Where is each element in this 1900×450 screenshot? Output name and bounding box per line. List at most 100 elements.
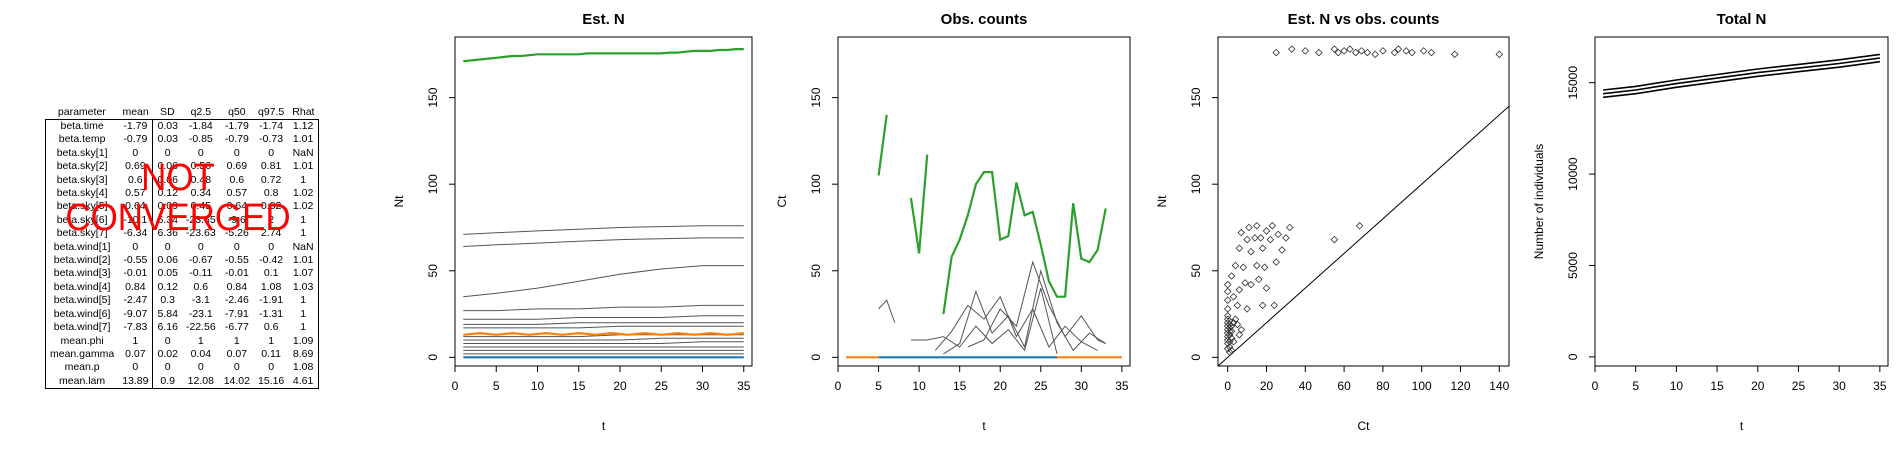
column-header: q50 (228, 106, 246, 118)
table-cell: 0 (164, 334, 171, 347)
scatter-point (1274, 230, 1282, 239)
table-cell: -1.31 (259, 307, 284, 320)
table-cell: -0.55 (118, 254, 154, 268)
x-tick-label: 30 (1075, 379, 1089, 393)
x-tick-label: 25 (1034, 379, 1048, 393)
scatter-point (1247, 247, 1255, 256)
scatter-point (1330, 235, 1339, 244)
y-axis-label: Nt (392, 195, 406, 208)
scatter-point (1270, 301, 1279, 310)
scatter-point (1227, 322, 1236, 330)
column-header: q2.5 (190, 106, 212, 118)
y-tick-label: 0 (1189, 354, 1203, 361)
table-cell: -0.79 (224, 133, 249, 146)
scatter-point (1262, 284, 1271, 292)
chart-title: Total N (1717, 11, 1767, 28)
scatter-point (1239, 263, 1247, 272)
table-cell: 0.84 (226, 280, 248, 293)
x-tick-label: 5 (875, 379, 882, 393)
table-cell: -5.26 (224, 227, 249, 240)
table-cell: -0.85 (188, 133, 213, 146)
table-cell: 0.09 (157, 200, 178, 213)
table-cell: beta.sky[3] (56, 173, 108, 186)
series-line (909, 154, 929, 254)
x-tick-label: 40 (1299, 379, 1313, 393)
scatter-point (1262, 227, 1271, 235)
scatter-point (1282, 234, 1290, 242)
scatter-point (1351, 48, 1360, 57)
table-cell: 0 (118, 146, 154, 161)
x-axis-label: t (602, 419, 606, 433)
table-cell: 0 (164, 146, 171, 159)
table-cell: 0.8 (263, 187, 279, 200)
table-row: beta.wind[2] -0.55 0.06 -0.67 -0.55 -0.42 1.01 (46, 254, 319, 268)
table-cell: 0 (164, 361, 171, 374)
table-cell: NaN (288, 240, 319, 255)
x-tick-label: 10 (1670, 379, 1684, 393)
scatter-point (1340, 47, 1348, 55)
x-tick-label: 20 (994, 379, 1008, 393)
table-row: beta.sky[3] 0.6 0.06 0.48 0.6 0.72 1 (46, 173, 319, 188)
scatter-point (1227, 346, 1236, 355)
table-cell: mean.phi (60, 334, 104, 347)
table-cell: 0.06 (157, 254, 178, 267)
y-tick-label: 100 (809, 174, 823, 194)
table-cell: 6.34 (157, 213, 178, 226)
table-cell: 0 (197, 146, 204, 159)
x-tick-label: 35 (737, 379, 751, 393)
table-cell: 1 (288, 321, 319, 335)
table-cell: beta.wind[2] (53, 254, 111, 267)
plot-frame (454, 36, 753, 367)
x-tick-label: 5 (1632, 379, 1639, 393)
plot-frame (1217, 36, 1510, 367)
table-cell: 0.06 (157, 173, 178, 186)
table-cell: 0.6 (193, 280, 209, 293)
x-tick-label: 25 (655, 379, 669, 393)
table-cell: beta.sky[5] (56, 200, 108, 213)
table-cell: -0.55 (224, 254, 249, 267)
table-cell: beta.temp (58, 133, 106, 146)
series-line (878, 299, 896, 323)
scatter-point (1223, 339, 1232, 348)
series-line (942, 171, 1107, 315)
table-row: beta.wind[6] -9.07 5.84 -23.1 -7.91 -1.31 1 (46, 307, 319, 322)
series-line (911, 287, 1058, 355)
scatter-point (1223, 312, 1232, 320)
series-line (877, 114, 888, 176)
table-row: beta.wind[3] -0.01 0.05 -0.11 -0.01 0.1 1.07 (46, 267, 319, 281)
table-cell: 4.61 (288, 374, 319, 389)
table-cell: -23.65 (185, 213, 216, 226)
table-cell: beta.wind[7] (53, 321, 111, 334)
table-cell: 0.69 (226, 160, 248, 173)
series-line (463, 47, 744, 63)
y-tick-label: 5000 (1566, 252, 1580, 279)
x-tick-label: 10 (912, 379, 926, 393)
table-header-row: parameter mean SD q2.5 q50 q97.5 Rhat (46, 106, 319, 120)
scatter-point (1272, 48, 1280, 57)
table-cell: 0 (197, 240, 204, 253)
table-cell: 8.69 (288, 347, 319, 362)
y-tick-label: 10000 (1566, 157, 1580, 191)
plot-area (1218, 45, 1509, 366)
table-cell: 0.6 (263, 321, 279, 334)
x-tick-label: 20 (1751, 379, 1765, 393)
plot-frame (1594, 36, 1889, 367)
table-cell: 0.12 (157, 280, 178, 293)
table-cell: 14.02 (223, 374, 250, 387)
table-cell: 0.11 (261, 347, 281, 360)
table-cell: 0 (268, 146, 275, 159)
scatter-point (1268, 221, 1277, 230)
table-cell: 0.12 (157, 187, 178, 200)
x-tick-label: 0 (1224, 379, 1231, 393)
table-cell: 0.45 (190, 200, 212, 213)
x-tick-label: 60 (1337, 379, 1351, 393)
scatter-point (1223, 332, 1232, 341)
plot-area (1603, 53, 1881, 99)
series-line (463, 304, 744, 312)
table-cell: mean.p (64, 361, 100, 374)
table-row: beta.sky[5] 0.64 0.09 0.45 0.64 0.82 1.02 (46, 200, 319, 214)
chart-title: Est. N vs obs. counts (1288, 11, 1440, 28)
table-cell: 2.74 (260, 227, 282, 240)
table-cell: -9.07 (118, 307, 154, 322)
y-tick-label: 150 (809, 87, 823, 107)
